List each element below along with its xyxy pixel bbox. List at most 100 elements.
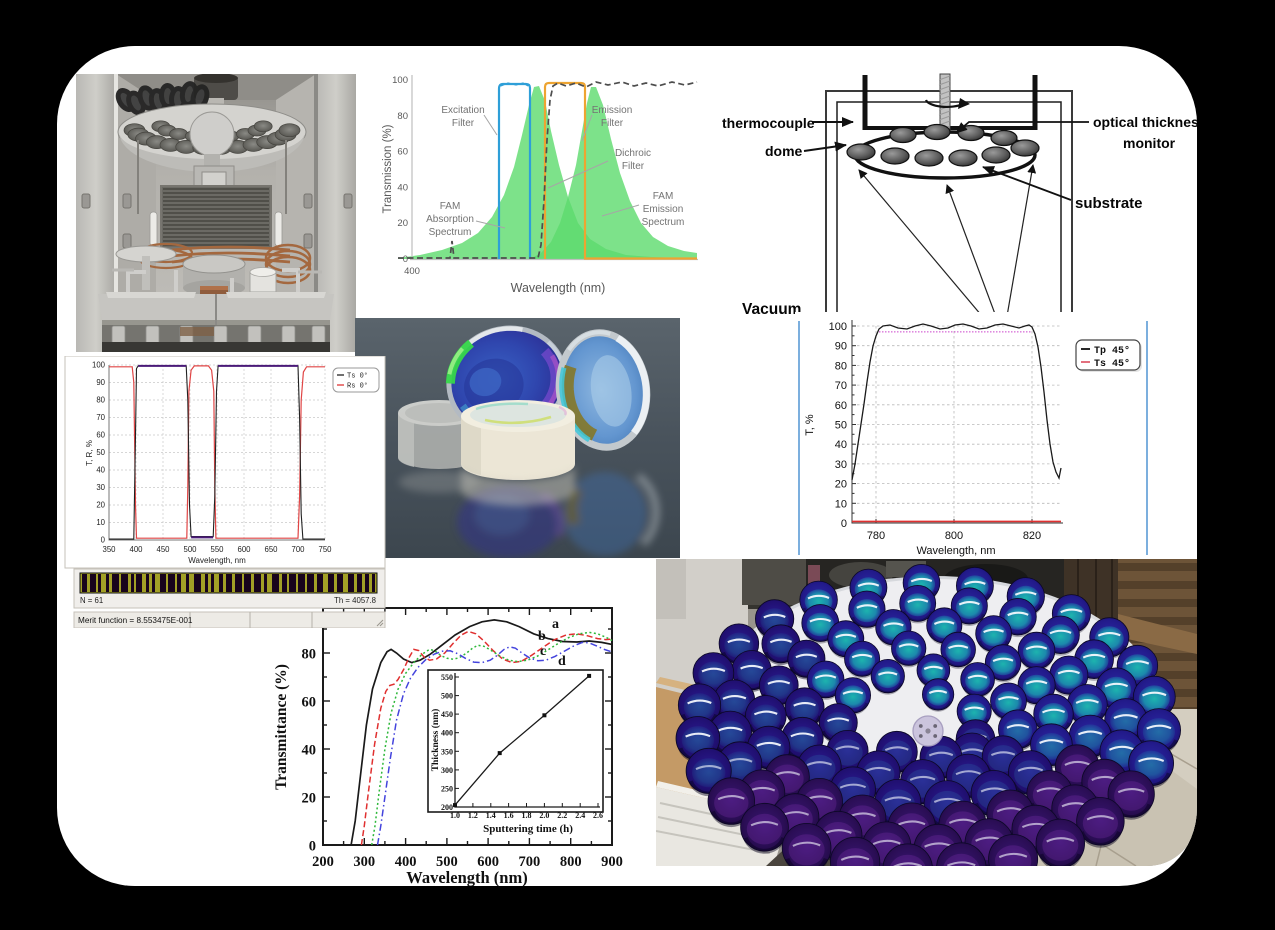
svg-text:800: 800 (945, 530, 963, 542)
svg-text:1.2: 1.2 (468, 811, 478, 820)
svg-text:Transmittance (%): Transmittance (%) (273, 664, 290, 790)
svg-text:20: 20 (302, 791, 317, 807)
svg-text:b: b (538, 629, 546, 644)
svg-text:Wavelength, nm: Wavelength, nm (916, 545, 995, 557)
svg-text:80: 80 (96, 396, 105, 405)
svg-text:0: 0 (841, 518, 847, 530)
svg-text:substrate: substrate (1075, 195, 1143, 212)
svg-text:1.0: 1.0 (450, 811, 460, 820)
svg-text:Spectrum: Spectrum (429, 227, 472, 238)
svg-text:80: 80 (397, 111, 408, 122)
svg-text:dome: dome (765, 143, 803, 159)
svg-text:50: 50 (835, 420, 847, 432)
svg-text:400: 400 (395, 854, 417, 870)
svg-text:20: 20 (96, 501, 105, 510)
svg-text:20: 20 (397, 218, 408, 229)
svg-text:0: 0 (309, 839, 316, 855)
svg-text:750: 750 (318, 545, 332, 554)
svg-text:900: 900 (601, 854, 623, 870)
svg-text:650: 650 (264, 545, 278, 554)
svg-text:700: 700 (291, 545, 305, 554)
svg-text:FAM: FAM (653, 191, 674, 202)
svg-text:Ts 45°: Ts 45° (1094, 358, 1130, 370)
svg-text:Ts 0°: Ts 0° (347, 372, 368, 381)
svg-text:100: 100 (92, 361, 106, 370)
svg-text:Merit function = 8.553475E-00: Merit function = 8.553475E-001 (78, 616, 193, 625)
svg-text:2.6: 2.6 (593, 811, 603, 820)
svg-text:Dichroic: Dichroic (615, 148, 651, 159)
svg-text:200: 200 (312, 854, 334, 870)
svg-text:0: 0 (403, 254, 408, 265)
svg-text:d: d (558, 654, 566, 669)
svg-text:optical thickness: optical thickness (1093, 114, 1197, 130)
svg-text:600: 600 (477, 854, 499, 870)
svg-text:20: 20 (835, 479, 847, 491)
svg-text:600: 600 (237, 545, 251, 554)
svg-text:2.0: 2.0 (539, 811, 549, 820)
svg-text:Th = 4057.8: Th = 4057.8 (334, 596, 376, 605)
svg-text:Wavelength, nm: Wavelength, nm (188, 556, 246, 565)
svg-text:40: 40 (397, 182, 408, 193)
svg-text:Absorption: Absorption (426, 214, 474, 225)
svg-text:60: 60 (302, 695, 317, 711)
svg-text:10: 10 (835, 498, 847, 510)
svg-text:Vacuum: Vacuum (742, 301, 801, 318)
svg-text:1.8: 1.8 (522, 811, 532, 820)
svg-text:30: 30 (96, 483, 105, 492)
svg-text:Sputtering time (h): Sputtering time (h) (483, 823, 573, 835)
svg-text:300: 300 (353, 854, 375, 870)
svg-text:500: 500 (183, 545, 197, 554)
svg-text:Filter: Filter (601, 118, 624, 129)
svg-text:60: 60 (96, 431, 105, 440)
svg-text:500: 500 (436, 854, 458, 870)
svg-text:100: 100 (392, 75, 408, 86)
svg-text:T, R, %: T, R, % (85, 440, 94, 466)
svg-text:80: 80 (302, 647, 317, 663)
svg-text:a: a (552, 617, 559, 632)
svg-text:400: 400 (441, 729, 453, 738)
svg-text:2.4: 2.4 (575, 811, 585, 820)
svg-text:780: 780 (867, 530, 885, 542)
svg-text:400: 400 (404, 266, 420, 277)
svg-text:Rs 0°: Rs 0° (347, 382, 368, 391)
svg-text:70: 70 (96, 413, 105, 422)
svg-text:Spectrum: Spectrum (642, 217, 685, 228)
svg-text:monitor: monitor (1123, 135, 1176, 151)
svg-text:550: 550 (210, 545, 224, 554)
svg-text:70: 70 (835, 380, 847, 392)
svg-text:Emission: Emission (592, 105, 633, 116)
svg-text:40: 40 (96, 466, 105, 475)
svg-text:800: 800 (560, 854, 582, 870)
svg-text:300: 300 (441, 766, 453, 775)
svg-text:90: 90 (96, 378, 105, 387)
svg-text:250: 250 (441, 784, 453, 793)
svg-text:T, %: T, % (804, 414, 816, 436)
svg-text:30: 30 (835, 459, 847, 471)
svg-text:80: 80 (835, 360, 847, 372)
svg-text:Emission: Emission (643, 204, 684, 215)
svg-text:10: 10 (96, 518, 105, 527)
svg-text:Tp 45°: Tp 45° (1094, 345, 1130, 357)
svg-text:500: 500 (441, 692, 453, 701)
svg-text:450: 450 (156, 545, 170, 554)
svg-text:50: 50 (96, 448, 105, 457)
svg-text:Wavelength (nm): Wavelength (nm) (511, 281, 606, 295)
svg-text:N = 61: N = 61 (80, 596, 103, 605)
svg-text:FAM: FAM (440, 201, 461, 212)
svg-text:90: 90 (835, 341, 847, 353)
svg-text:200: 200 (441, 803, 453, 812)
svg-text:c: c (540, 644, 546, 659)
svg-text:100: 100 (829, 321, 847, 333)
svg-text:400: 400 (129, 545, 143, 554)
svg-text:350: 350 (102, 545, 116, 554)
svg-text:40: 40 (835, 439, 847, 451)
svg-text:thermocouple: thermocouple (722, 115, 815, 131)
svg-text:Wavelength (nm): Wavelength (nm) (406, 868, 527, 886)
svg-text:Transmission (%): Transmission (%) (382, 124, 394, 213)
svg-text:550: 550 (441, 673, 453, 682)
svg-text:1.4: 1.4 (486, 811, 496, 820)
svg-text:0: 0 (101, 536, 106, 545)
svg-text:Filter: Filter (452, 118, 475, 129)
svg-text:450: 450 (441, 710, 453, 719)
svg-text:60: 60 (835, 400, 847, 412)
